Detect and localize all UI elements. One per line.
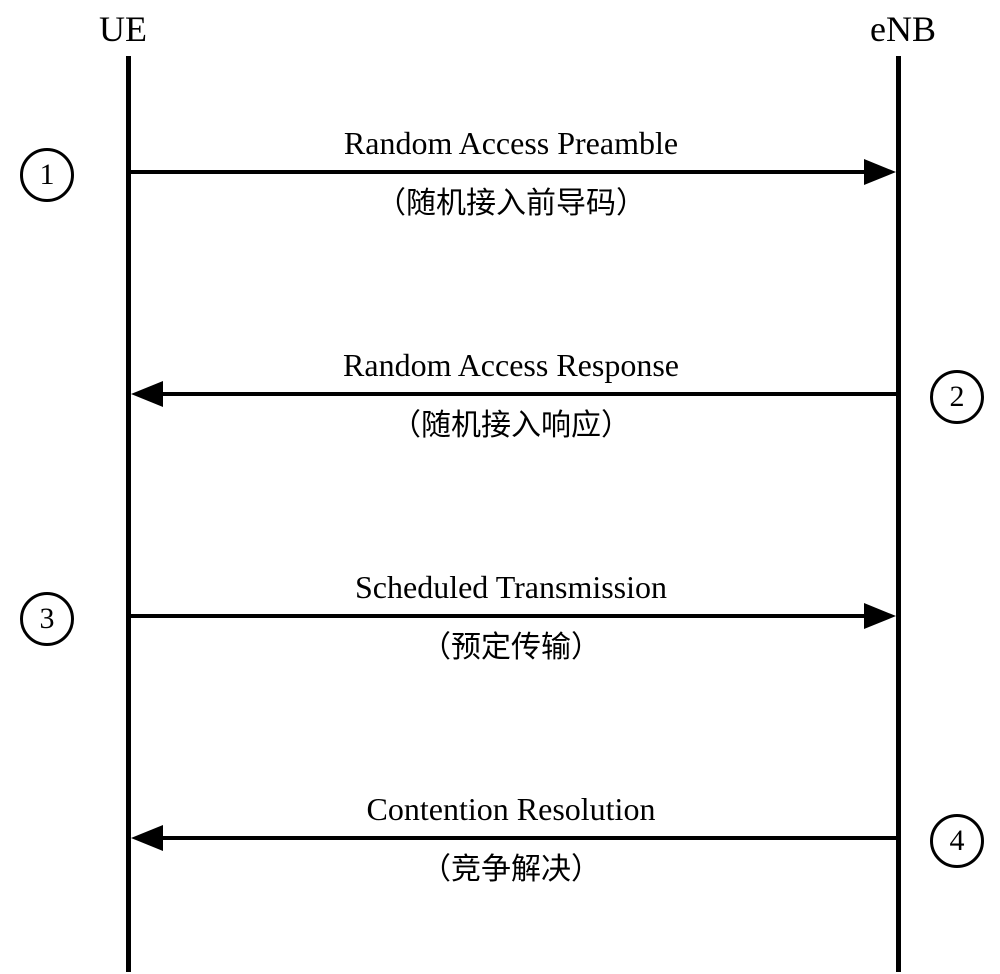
- msg-1-line: [131, 170, 869, 174]
- step-4-number: 4: [950, 824, 965, 858]
- step-4-circle: 4: [930, 814, 984, 868]
- msg-4-label-en: Contention Resolution: [170, 791, 852, 828]
- msg-4-label-cn: （竞争解决）: [170, 844, 852, 888]
- step-3-number: 3: [40, 602, 55, 636]
- msg-2-label-en: Random Access Response: [170, 347, 852, 384]
- msg-1-label-en: Random Access Preamble: [170, 125, 852, 162]
- msg-3-arrow: [864, 603, 896, 629]
- sequence-diagram: UE eNB 1 Random Access Preamble （随机接入前导码…: [0, 0, 1000, 974]
- msg-2-line: [158, 392, 896, 396]
- actor-ue: UE: [99, 8, 147, 50]
- msg-4-arrow: [131, 825, 163, 851]
- msg-3-label-en: Scheduled Transmission: [170, 569, 852, 606]
- step-2-number: 2: [950, 380, 965, 414]
- msg-3-line: [131, 614, 869, 618]
- msg-2-arrow: [131, 381, 163, 407]
- step-1-number: 1: [40, 158, 55, 192]
- step-1-circle: 1: [20, 148, 74, 202]
- step-3-circle: 3: [20, 592, 74, 646]
- msg-1-label-cn: （随机接入前导码）: [170, 178, 852, 222]
- msg-4-line: [158, 836, 896, 840]
- lifeline-enb: [896, 56, 901, 972]
- actor-enb: eNB: [870, 8, 936, 50]
- msg-3-label-cn: （预定传输）: [170, 622, 852, 666]
- msg-2-label-cn: （随机接入响应）: [170, 400, 852, 444]
- msg-1-arrow: [864, 159, 896, 185]
- step-2-circle: 2: [930, 370, 984, 424]
